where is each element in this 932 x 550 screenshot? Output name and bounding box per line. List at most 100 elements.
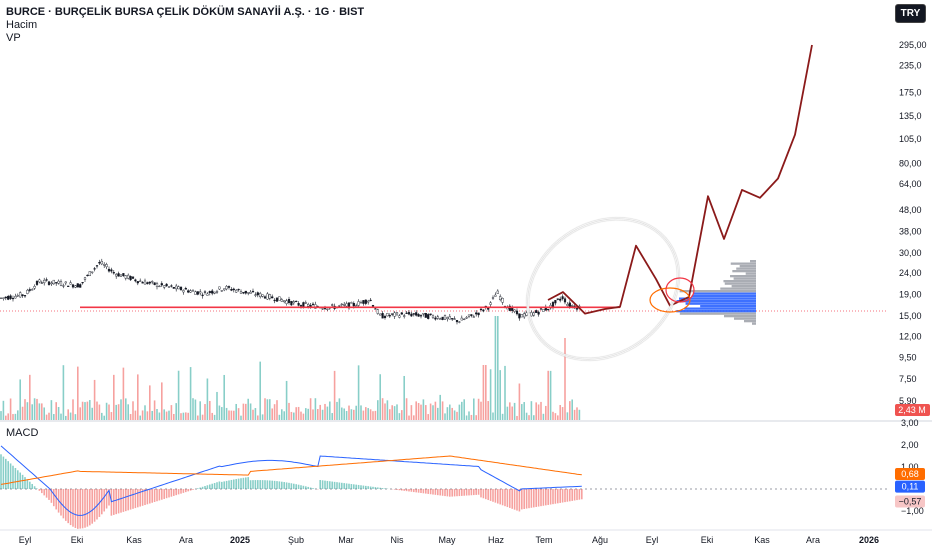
candle-body xyxy=(304,302,307,304)
candle-body xyxy=(122,273,125,276)
candle-body xyxy=(184,288,187,290)
candle-body xyxy=(491,297,495,299)
candle-body xyxy=(275,297,279,302)
macd-histogram-bar xyxy=(225,480,228,489)
volume-bar xyxy=(557,415,559,420)
vp-legend-label[interactable]: VP xyxy=(6,32,21,44)
candle-body xyxy=(218,286,221,290)
volume-legend-label[interactable]: Hacim xyxy=(6,19,38,31)
macd-histogram-bar xyxy=(367,486,369,489)
macd-histogram-bar xyxy=(564,489,566,503)
candle-body xyxy=(434,317,437,320)
volume-bar xyxy=(264,398,266,420)
volume-bar xyxy=(552,411,554,420)
macd-histogram-bar xyxy=(518,489,521,512)
candle-body xyxy=(254,294,257,296)
macd-histogram-bar xyxy=(233,479,235,489)
volume-profile-bar xyxy=(693,292,756,295)
macd-histogram-bar xyxy=(401,489,403,491)
candle-body xyxy=(451,318,454,320)
volume-profile-bar xyxy=(684,307,756,310)
volume-bar xyxy=(324,403,326,420)
price-axis-label: 235,0 xyxy=(899,61,922,71)
macd-histogram-bar xyxy=(0,454,2,489)
volume-bar xyxy=(317,409,319,420)
volume-bar xyxy=(391,405,393,420)
macd-histogram-bar xyxy=(451,489,453,497)
candle-body xyxy=(33,286,36,289)
volume-badge-bg xyxy=(895,404,930,416)
macd-histogram-bar xyxy=(566,489,569,502)
volume-bar xyxy=(14,413,17,420)
volume-bar xyxy=(288,402,290,420)
macd-histogram-bar xyxy=(84,489,86,528)
candle-body xyxy=(93,268,96,270)
macd-histogram-bar xyxy=(14,467,17,489)
macd-badge-text: −0,57 xyxy=(899,497,922,507)
volume-bar xyxy=(295,407,297,420)
macd-histogram-bar xyxy=(403,489,405,491)
volume-bar xyxy=(305,408,307,420)
candle-body xyxy=(273,299,276,302)
volume-bar xyxy=(367,408,369,420)
volume-bar xyxy=(564,338,566,420)
candle-body xyxy=(554,300,557,304)
candle-body xyxy=(518,313,521,319)
candle-body xyxy=(165,283,168,287)
candle-body xyxy=(271,296,274,299)
candle-body xyxy=(535,310,538,313)
volume-profile-bar xyxy=(744,320,756,323)
macd-histogram-bar xyxy=(434,489,437,495)
candle-body xyxy=(251,290,255,293)
candle-body xyxy=(40,282,43,284)
candle-body xyxy=(141,282,144,284)
volume-profile-bar xyxy=(691,295,756,298)
currency-button[interactable]: TRY xyxy=(895,4,926,23)
volume-bar xyxy=(199,401,201,420)
volume-bar xyxy=(12,414,14,420)
macd-histogram-bar xyxy=(213,482,216,489)
macd-histogram-bar xyxy=(559,489,561,503)
candle-body xyxy=(59,281,63,286)
macd-histogram-bar xyxy=(69,489,72,526)
volume-bar xyxy=(84,402,86,420)
volume-bar xyxy=(165,411,168,420)
volume-bar xyxy=(242,403,245,420)
macd-histogram-bar xyxy=(523,489,525,509)
volume-bar xyxy=(180,413,182,420)
macd-histogram-bar xyxy=(77,489,79,529)
candle-body xyxy=(220,290,223,292)
volume-bar xyxy=(158,412,161,420)
candle-body xyxy=(547,308,550,311)
symbol-title[interactable]: BURCE · BURÇELİK BURSA ÇELİK DÖKÜM SANAY… xyxy=(6,6,365,18)
volume-bar xyxy=(420,404,422,420)
macd-histogram-bar xyxy=(101,489,103,515)
time-axis-label: Şub xyxy=(288,535,304,545)
volume-bar xyxy=(353,409,355,420)
candle-body xyxy=(259,293,262,298)
volume-profile-bar xyxy=(732,270,756,273)
candle-body xyxy=(263,296,267,299)
candle-body xyxy=(326,308,329,310)
macd-histogram-bar xyxy=(415,489,417,493)
candle-body xyxy=(482,309,485,312)
volume-bar xyxy=(115,404,117,420)
macd-histogram-bar xyxy=(501,489,504,506)
macd-histogram-bar xyxy=(516,489,518,511)
candle-body xyxy=(405,312,408,314)
macd-histogram-bar xyxy=(441,489,444,496)
volume-bar xyxy=(228,410,230,420)
macd-histogram-bar xyxy=(247,477,249,489)
volume-bar xyxy=(89,400,91,420)
price-axis-label: 48,00 xyxy=(899,205,922,215)
macd-histogram-bar xyxy=(134,489,137,509)
macd-histogram-bar xyxy=(261,480,264,489)
candle-body xyxy=(237,288,240,291)
candle-body xyxy=(551,302,555,308)
macd-legend-label[interactable]: MACD xyxy=(6,427,39,439)
candle-body xyxy=(239,291,243,294)
volume-bar xyxy=(369,409,372,420)
volume-bar xyxy=(350,409,353,420)
